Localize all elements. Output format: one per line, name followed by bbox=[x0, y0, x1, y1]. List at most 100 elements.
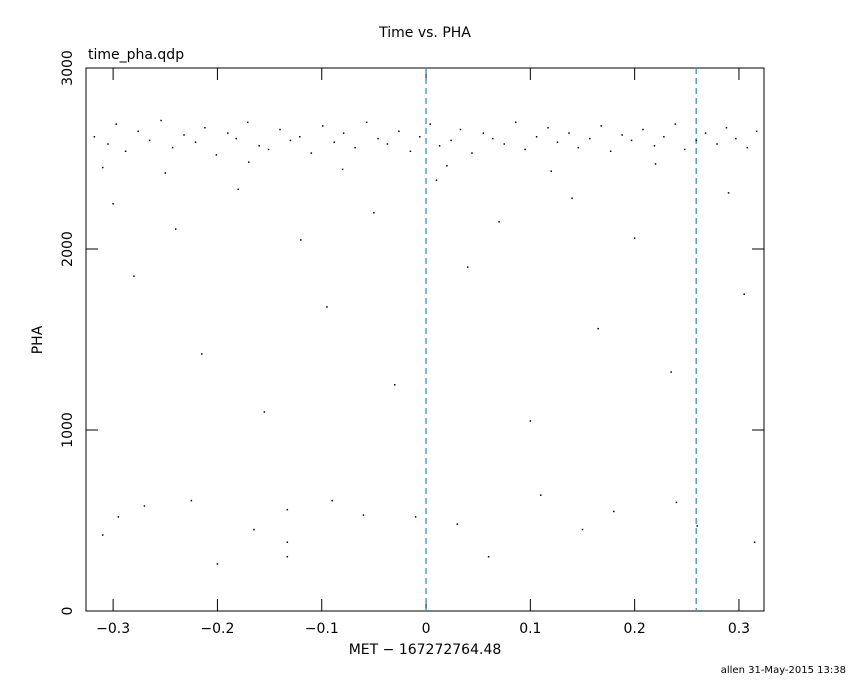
point bbox=[755, 130, 758, 133]
point bbox=[112, 203, 114, 205]
point bbox=[183, 134, 185, 136]
point bbox=[115, 123, 117, 125]
y-axis-label: PHA bbox=[30, 325, 46, 354]
x-axis-label: MET − 167272764.48 bbox=[349, 642, 502, 658]
point bbox=[670, 371, 672, 373]
point bbox=[571, 197, 573, 200]
y-tick-label: 0 bbox=[60, 607, 76, 616]
point bbox=[341, 168, 344, 171]
point bbox=[326, 306, 328, 308]
point bbox=[409, 150, 412, 153]
point bbox=[746, 146, 749, 149]
point bbox=[471, 152, 473, 154]
point bbox=[716, 143, 718, 145]
point bbox=[663, 136, 665, 138]
point bbox=[365, 121, 368, 124]
point bbox=[589, 137, 591, 140]
point bbox=[467, 266, 469, 268]
point bbox=[373, 212, 375, 214]
point bbox=[675, 501, 678, 504]
point bbox=[124, 150, 127, 153]
x-tick-label: −0.3 bbox=[96, 621, 130, 637]
y-tick-label: 1000 bbox=[60, 412, 76, 448]
chart-subtitle: time_pha.qdp bbox=[88, 47, 184, 63]
point bbox=[492, 137, 494, 140]
point bbox=[216, 563, 219, 565]
chart-title: Time vs. PHA bbox=[378, 25, 471, 41]
point bbox=[725, 126, 728, 129]
point bbox=[148, 139, 151, 142]
x-tick-label: −0.2 bbox=[200, 621, 234, 637]
point bbox=[194, 141, 197, 143]
point bbox=[267, 148, 270, 151]
point bbox=[289, 139, 292, 142]
point bbox=[419, 136, 421, 138]
x-tick-label: 0 bbox=[422, 621, 431, 637]
point bbox=[342, 132, 345, 134]
point bbox=[322, 125, 324, 127]
point bbox=[450, 139, 452, 142]
point bbox=[258, 145, 260, 147]
point bbox=[247, 161, 250, 163]
point bbox=[524, 148, 526, 151]
point bbox=[498, 221, 500, 223]
point bbox=[299, 136, 301, 138]
point bbox=[414, 516, 417, 518]
point bbox=[735, 137, 737, 140]
point bbox=[246, 121, 249, 124]
point bbox=[386, 143, 389, 145]
footer: allen 31-May-2015 13:38 bbox=[721, 665, 846, 676]
point bbox=[613, 510, 615, 513]
plot-frame bbox=[85, 67, 765, 612]
point bbox=[215, 154, 218, 156]
point bbox=[696, 525, 698, 527]
point bbox=[556, 141, 559, 143]
point bbox=[143, 505, 146, 507]
point bbox=[456, 523, 459, 525]
point bbox=[398, 130, 400, 133]
point bbox=[695, 139, 697, 142]
point bbox=[201, 353, 203, 355]
point bbox=[642, 128, 644, 131]
point bbox=[377, 137, 379, 140]
point bbox=[279, 128, 281, 131]
point bbox=[237, 188, 240, 191]
point bbox=[609, 150, 612, 153]
point bbox=[704, 132, 707, 134]
point bbox=[547, 126, 549, 129]
point bbox=[429, 123, 431, 125]
point bbox=[160, 119, 162, 122]
x-tick-label: 0.1 bbox=[519, 621, 541, 637]
point bbox=[753, 541, 756, 543]
point bbox=[514, 121, 517, 124]
point bbox=[286, 541, 289, 543]
point bbox=[174, 228, 177, 230]
point bbox=[600, 125, 603, 127]
point bbox=[133, 275, 135, 277]
point bbox=[171, 146, 174, 149]
point bbox=[550, 170, 552, 172]
point bbox=[621, 134, 623, 136]
y-tick-label: 3000 bbox=[60, 50, 76, 86]
point bbox=[529, 420, 532, 422]
point bbox=[630, 139, 633, 142]
point bbox=[253, 528, 255, 531]
point bbox=[227, 132, 229, 134]
point bbox=[190, 499, 193, 502]
point bbox=[482, 132, 485, 134]
point bbox=[204, 126, 206, 129]
point bbox=[653, 145, 656, 147]
point bbox=[286, 508, 289, 511]
point bbox=[354, 146, 356, 149]
point bbox=[263, 411, 266, 413]
point bbox=[310, 152, 313, 154]
point bbox=[446, 164, 448, 167]
point bbox=[164, 172, 167, 174]
point bbox=[137, 130, 139, 133]
x-tick-label: −0.1 bbox=[305, 621, 339, 637]
x-tick-label: 0.2 bbox=[624, 621, 646, 637]
point bbox=[101, 166, 104, 169]
point bbox=[540, 494, 542, 496]
point bbox=[107, 143, 109, 145]
